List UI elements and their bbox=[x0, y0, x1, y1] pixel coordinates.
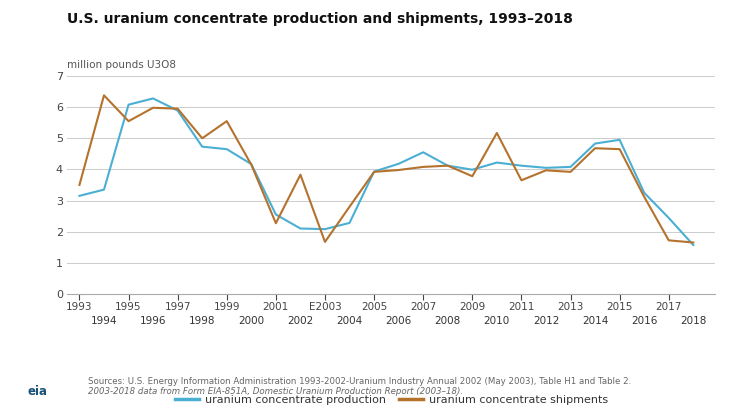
Text: Sources: U.S. Energy Information Administration 1993-2002-Uranium Industry Annua: Sources: U.S. Energy Information Adminis… bbox=[88, 377, 631, 386]
Text: U.S. uranium concentrate production and shipments, 1993–2018: U.S. uranium concentrate production and … bbox=[67, 12, 573, 26]
Text: million pounds U3O8: million pounds U3O8 bbox=[67, 60, 176, 69]
Legend: uranium concentrate production, uranium concentrate shipments: uranium concentrate production, uranium … bbox=[170, 391, 612, 410]
Text: 2003-2018 data from Form EIA-851A, Domestic Uranium Production Report (2003–18).: 2003-2018 data from Form EIA-851A, Domes… bbox=[88, 387, 463, 396]
Text: eia: eia bbox=[28, 385, 47, 398]
